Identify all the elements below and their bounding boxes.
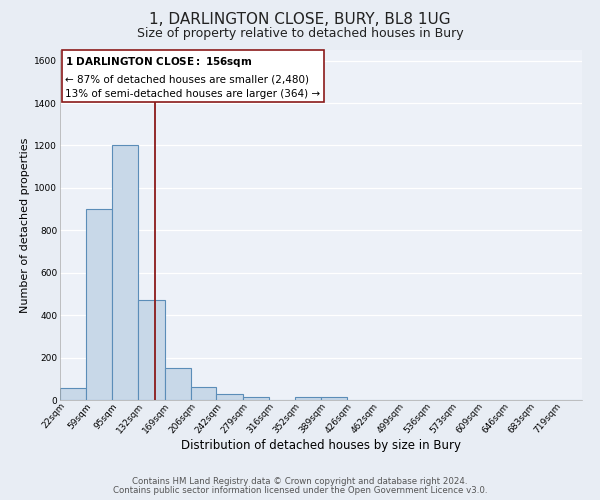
Bar [138, 300, 164, 400]
Text: Contains public sector information licensed under the Open Government Licence v3: Contains public sector information licen… [113, 486, 487, 495]
Bar [217, 394, 243, 400]
Text: Size of property relative to detached houses in Bury: Size of property relative to detached ho… [137, 28, 463, 40]
Bar [243, 397, 269, 400]
X-axis label: Distribution of detached houses by size in Bury: Distribution of detached houses by size … [181, 439, 461, 452]
Bar [112, 146, 138, 400]
Y-axis label: Number of detached properties: Number of detached properties [20, 138, 30, 312]
Text: $\mathbf{1\ DARLINGTON\ CLOSE:\ 156sqm}$
← 87% of detached houses are smaller (2: $\mathbf{1\ DARLINGTON\ CLOSE:\ 156sqm}$… [65, 56, 320, 99]
Text: 1, DARLINGTON CLOSE, BURY, BL8 1UG: 1, DARLINGTON CLOSE, BURY, BL8 1UG [149, 12, 451, 28]
Bar [321, 397, 347, 400]
Bar [86, 209, 112, 400]
Bar [191, 388, 217, 400]
Bar [164, 368, 191, 400]
Text: Contains HM Land Registry data © Crown copyright and database right 2024.: Contains HM Land Registry data © Crown c… [132, 477, 468, 486]
Bar [295, 397, 321, 400]
Bar [60, 388, 86, 400]
